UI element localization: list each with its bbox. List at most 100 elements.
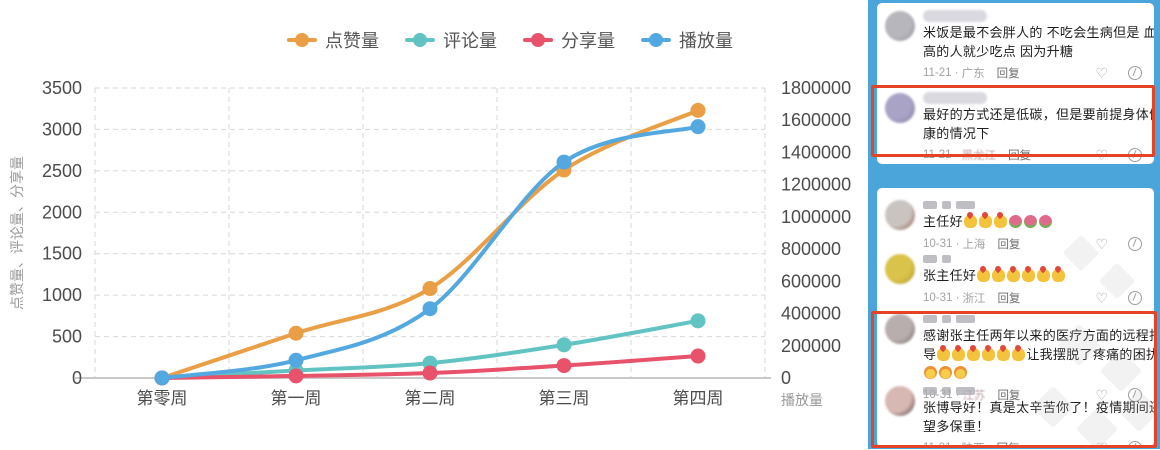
comment-card-top: 米饭是最不会胖人的 不吃会生病但是 血糖 高的人就少吃点 因为升糖 11-21 · 广… — [877, 3, 1154, 164]
comment-text-line: 主任好 — [923, 213, 1148, 232]
hand-heart-emoji-icon — [963, 215, 977, 228]
right-axis-tick-label: 1000000 — [781, 207, 851, 227]
comment-text-line: 望多保重！ — [923, 418, 990, 434]
avatar[interactable] — [885, 11, 915, 41]
chart-legend: 点赞量 评论量 分享量 播放量 — [150, 27, 870, 53]
reply-button[interactable]: 回复 — [1008, 150, 1032, 162]
right-axis-tick-label: 600000 — [781, 271, 841, 291]
comment: 最好的方式还是低碳，但是要前提身体健 康的情况下 11-21 · 黑龙江 回复 ♡ — [885, 91, 1154, 163]
dislike-icon[interactable] — [1128, 441, 1142, 447]
comment-card-bottom: 主任好 10-31 · 上海 回复 ♡ 张主任好 10-31 · 浙江 回复 ♡ 感谢张主任两年以来… — [877, 188, 1154, 447]
comment-text-line: 张主任好 — [923, 267, 1148, 286]
hand-heart-emoji-icon — [992, 269, 1006, 282]
like-heart-icon[interactable]: ♡ — [1095, 147, 1108, 163]
comment-text-line: 高的人就少吃点 因为升糖 — [923, 43, 1074, 59]
engagement-line-chart: 0 500 1000 1500 2000 2500 3000 3500 0 200000 40000… — [9, 27, 870, 408]
legend-item-3[interactable]: 播放量 — [641, 27, 733, 53]
like-heart-icon[interactable]: ♡ — [1095, 289, 1108, 306]
chart-canvas: 0 500 1000 1500 2000 2500 3000 3500 0 200000 40000… — [9, 78, 851, 408]
legend-marker — [641, 33, 671, 47]
right-axis-tick-label: 1800000 — [781, 78, 851, 98]
legend-item-1[interactable]: 评论量 — [405, 27, 497, 53]
hand-heart-emoji-icon — [993, 215, 1007, 228]
data-point — [690, 348, 706, 364]
data-point — [422, 365, 438, 381]
x-axis-tick-label: 第零周 — [137, 389, 188, 408]
comment: 张主任好 10-31 · 浙江 回复 ♡ — [885, 252, 1148, 306]
username-redacted — [923, 385, 1148, 397]
hand-heart-emoji-icon — [967, 347, 981, 361]
hand-heart-emoji-icon — [1052, 269, 1066, 282]
dislike-icon[interactable] — [1128, 236, 1142, 251]
x-axis-tick-label: 第三周 — [539, 389, 590, 408]
comment-text-line — [923, 364, 1148, 383]
comments-panel: 米饭是最不会胖人的 不吃会生病但是 血糖 高的人就少吃点 因为升糖 11-21 · 广… — [868, 0, 1160, 450]
username-redacted — [923, 92, 1148, 104]
left-axis-tick-label: 2500 — [42, 161, 82, 181]
x-axis-tick-label: 第四周 — [673, 389, 724, 408]
username-redacted — [923, 313, 1148, 325]
series-line — [160, 124, 700, 380]
data-point — [422, 301, 438, 317]
avatar[interactable] — [885, 386, 915, 416]
data-point — [154, 370, 170, 386]
username-redacted — [923, 253, 1148, 265]
comment-text-line: 米饭是最不会胖人的 不吃会生病但是 血糖 — [923, 25, 1154, 40]
hand-heart-emoji-icon — [1037, 269, 1051, 282]
reply-button[interactable]: 回复 — [997, 292, 1021, 305]
comment-text-line: 感谢张主任两年以来的医疗方面的远程指 — [923, 328, 1154, 343]
legend-marker — [287, 33, 317, 47]
hand-heart-emoji-icon — [952, 347, 966, 361]
comment-text-line: 最好的方式还是低碳，但是要前提身体健 — [923, 107, 1154, 122]
legend-label: 评论量 — [443, 31, 497, 51]
avatar[interactable] — [885, 93, 915, 123]
right-axis-tick-label: 1600000 — [781, 110, 851, 130]
like-heart-icon[interactable]: ♡ — [1095, 235, 1108, 252]
right-axis-tick-label: 200000 — [781, 336, 841, 356]
avatar[interactable] — [885, 200, 915, 230]
clap-emoji-icon — [954, 366, 967, 379]
comment: 主任好 10-31 · 上海 回复 ♡ — [885, 198, 1148, 252]
comment-date: 11-21 · — [923, 67, 959, 79]
reply-button[interactable]: 回复 — [997, 238, 1021, 251]
legend-label: 点赞量 — [325, 31, 379, 51]
reply-button[interactable]: 回复 — [996, 68, 1020, 80]
left-axis-tick-label: 3000 — [42, 119, 82, 139]
dislike-icon[interactable] — [1128, 387, 1142, 402]
data-point — [288, 368, 304, 384]
data-point — [690, 313, 706, 329]
username-redacted — [923, 199, 1148, 211]
clap-emoji-icon — [924, 366, 937, 379]
reply-button[interactable]: 回复 — [997, 440, 1020, 447]
like-heart-icon[interactable]: ♡ — [1095, 386, 1108, 403]
dislike-icon[interactable] — [1128, 290, 1142, 305]
avatar[interactable] — [885, 314, 915, 344]
reply-button[interactable]: 回复 — [997, 389, 1021, 402]
legend-marker — [405, 33, 435, 47]
rose-emoji-icon — [1023, 215, 1037, 228]
data-point — [556, 337, 572, 353]
right-axis-tick-label: 1200000 — [781, 175, 851, 195]
legend-item-0[interactable]: 点赞量 — [287, 27, 379, 53]
dislike-icon[interactable] — [1128, 66, 1142, 80]
like-heart-icon[interactable]: ♡ — [1095, 65, 1108, 81]
right-axis-title: 播放量 — [781, 392, 823, 408]
left-axis-tick-label: 2000 — [42, 202, 82, 222]
username-redacted — [923, 10, 1148, 22]
like-heart-icon[interactable]: ♡ — [1095, 441, 1108, 447]
comment-text-line: 导让我摆脱了疼痛的困扰 — [923, 346, 1154, 362]
x-axis-tick-label: 第一周 — [271, 389, 322, 408]
avatar[interactable] — [885, 254, 915, 284]
data-point — [690, 119, 706, 135]
dislike-icon[interactable] — [1128, 148, 1142, 162]
comment: 米饭是最不会胖人的 不吃会生病但是 血糖 高的人就少吃点 因为升糖 11-21 · 广… — [885, 9, 1154, 81]
legend-item-2[interactable]: 分享量 — [523, 27, 615, 53]
data-point — [556, 358, 572, 374]
series-line — [160, 108, 700, 380]
comment-date: 11-21 · — [923, 149, 959, 161]
rose-emoji-icon — [1038, 215, 1052, 228]
data-point — [288, 352, 304, 368]
hand-heart-emoji-icon — [1012, 347, 1026, 361]
clap-emoji-icon — [939, 366, 952, 379]
